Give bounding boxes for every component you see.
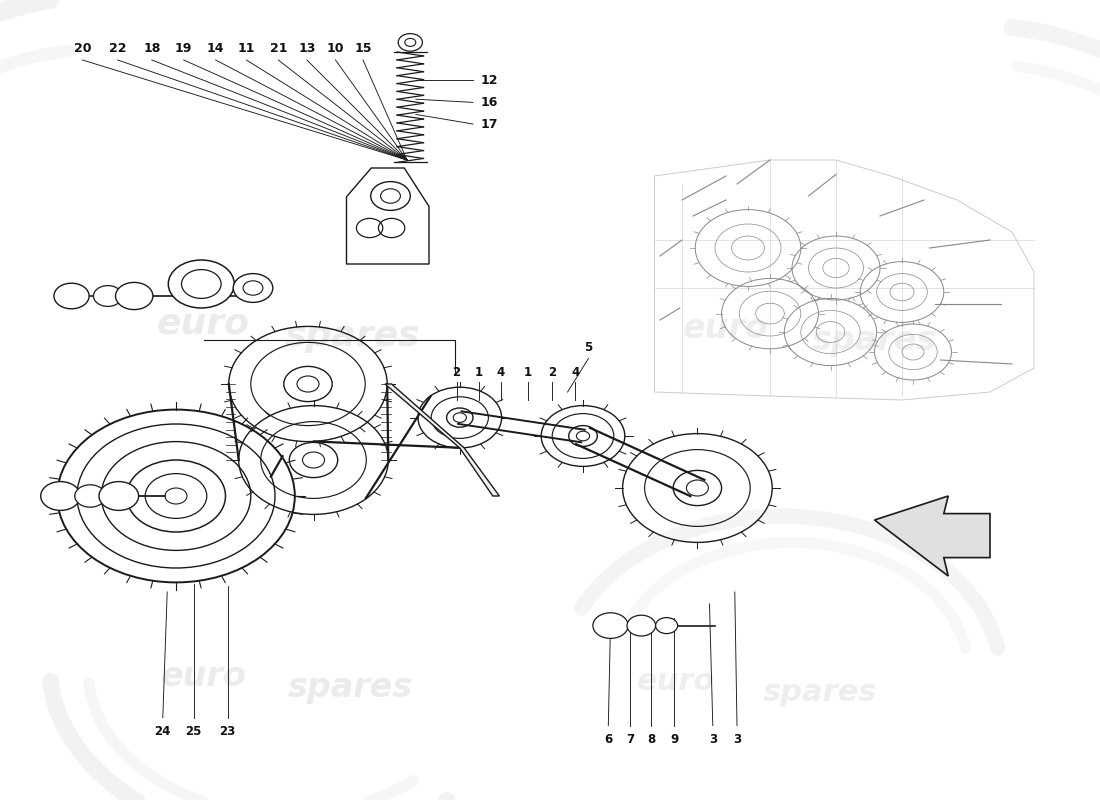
Circle shape <box>54 283 89 309</box>
Text: spares: spares <box>812 323 937 357</box>
Circle shape <box>576 431 590 441</box>
Text: 20: 20 <box>74 42 91 54</box>
Text: 2: 2 <box>452 366 461 378</box>
Circle shape <box>168 260 234 308</box>
Circle shape <box>182 270 221 298</box>
Text: 11: 11 <box>238 42 255 54</box>
Circle shape <box>233 274 273 302</box>
Text: 1: 1 <box>524 366 532 378</box>
Text: 3: 3 <box>708 733 717 746</box>
Polygon shape <box>385 384 499 496</box>
Text: euro: euro <box>683 311 769 345</box>
Polygon shape <box>874 496 990 576</box>
Text: 4: 4 <box>496 366 505 378</box>
Text: euro: euro <box>637 667 716 696</box>
Circle shape <box>243 281 263 295</box>
Circle shape <box>656 618 678 634</box>
Circle shape <box>41 482 80 510</box>
Text: 16: 16 <box>481 96 498 109</box>
Text: 19: 19 <box>175 42 192 54</box>
Circle shape <box>165 488 187 504</box>
Text: 21: 21 <box>270 42 287 54</box>
Text: 6: 6 <box>604 733 613 746</box>
Text: 10: 10 <box>327 42 344 54</box>
Circle shape <box>297 376 319 392</box>
Text: spares: spares <box>762 678 877 707</box>
Text: 22: 22 <box>109 42 126 54</box>
Circle shape <box>627 615 656 636</box>
Circle shape <box>99 482 139 510</box>
Circle shape <box>405 38 416 46</box>
Text: spares: spares <box>287 671 412 705</box>
Text: 2: 2 <box>548 366 557 378</box>
Text: 7: 7 <box>626 733 635 746</box>
Circle shape <box>686 480 708 496</box>
Text: 8: 8 <box>647 733 656 746</box>
Circle shape <box>302 452 324 468</box>
Text: euro: euro <box>157 307 250 341</box>
Text: 25: 25 <box>186 725 201 738</box>
Text: 4: 4 <box>571 366 580 378</box>
Polygon shape <box>346 168 429 264</box>
Text: 24: 24 <box>155 725 170 738</box>
Text: 17: 17 <box>481 118 498 130</box>
Text: euro: euro <box>161 659 246 693</box>
Circle shape <box>116 282 153 310</box>
Text: 13: 13 <box>298 42 316 54</box>
Text: 5: 5 <box>584 342 593 354</box>
Text: 15: 15 <box>354 42 372 54</box>
Text: 12: 12 <box>481 74 498 86</box>
Circle shape <box>75 485 106 507</box>
Text: 23: 23 <box>220 725 235 738</box>
Text: 9: 9 <box>670 733 679 746</box>
Circle shape <box>453 413 466 422</box>
Circle shape <box>94 286 122 306</box>
Text: spares: spares <box>284 319 420 353</box>
Circle shape <box>593 613 628 638</box>
Text: 18: 18 <box>143 42 161 54</box>
Text: 1: 1 <box>474 366 483 378</box>
Text: 14: 14 <box>207 42 224 54</box>
Text: 3: 3 <box>733 733 741 746</box>
